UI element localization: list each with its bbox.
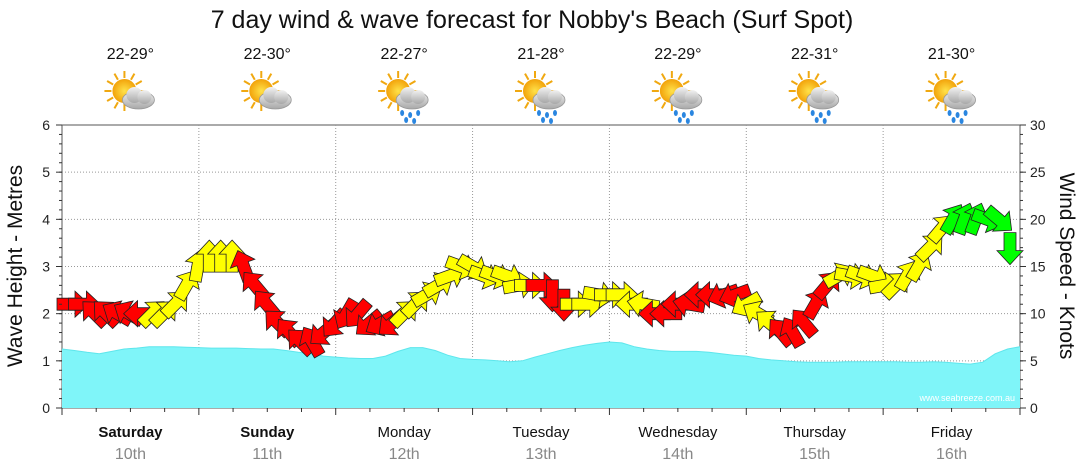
right-tick-label: 20 xyxy=(1030,211,1046,227)
left-tick-label: 1 xyxy=(42,353,50,369)
cloud-icon xyxy=(943,87,976,110)
day-date-label: 15th xyxy=(799,446,830,463)
day-name-label: Monday xyxy=(377,424,431,441)
chart-title: 7 day wind & wave forecast for Nobby's B… xyxy=(211,6,854,34)
temperature-label: 22-30° xyxy=(244,46,291,63)
weather-row: 22-29° 22-30° 22-27° 21-28° 22-29° 22-31° 21-3… xyxy=(104,46,976,124)
weather-icon xyxy=(925,71,976,124)
weather-icon xyxy=(788,71,840,124)
day-date-label: 12th xyxy=(389,446,420,463)
day-name-label: Wednesday xyxy=(638,424,717,441)
day-name-label: Friday xyxy=(931,424,973,441)
cloud-icon xyxy=(395,87,429,110)
wave-height-area xyxy=(62,342,1020,408)
left-tick-label: 4 xyxy=(42,211,50,227)
day-date-label: 10th xyxy=(115,446,146,463)
left-tick-label: 3 xyxy=(42,259,50,275)
left-tick-label: 2 xyxy=(42,306,50,322)
right-tick-label: 30 xyxy=(1030,117,1046,133)
temperature-label: 22-29° xyxy=(107,46,154,63)
day-date-label: 14th xyxy=(662,446,693,463)
temperature-label: 21-28° xyxy=(517,46,564,63)
left-tick-label: 6 xyxy=(42,117,50,133)
wind-arrow xyxy=(982,204,1013,232)
credit-text: www.seabreeze.com.au xyxy=(918,393,1015,403)
left-tick-label: 5 xyxy=(42,164,50,180)
rain-icon xyxy=(537,110,557,124)
cloud-icon xyxy=(532,87,566,110)
day-name-label: Tuesday xyxy=(513,424,570,441)
wave-height-line xyxy=(61,341,1021,365)
day-date-label: 11th xyxy=(252,446,282,463)
right-tick-label: 0 xyxy=(1030,400,1038,416)
cloud-icon xyxy=(258,87,292,110)
axes: 0 1 2 3 4 5 6 0 5 10 15 20 25 30 xyxy=(42,117,1046,416)
weather-icon xyxy=(104,71,155,111)
day-name-label: Saturday xyxy=(98,424,163,441)
day-date-label: 13th xyxy=(525,446,556,463)
temperature-label: 22-31° xyxy=(791,46,838,63)
temperature-label: 22-29° xyxy=(654,46,701,63)
rain-icon xyxy=(400,110,421,124)
wind-arrows xyxy=(56,202,1024,359)
temperature-label: 21-30° xyxy=(928,46,975,63)
rain-icon xyxy=(810,110,831,124)
left-tick-label: 0 xyxy=(42,400,50,416)
rain-icon xyxy=(947,110,968,124)
day-name-label: Thursday xyxy=(783,424,846,441)
cloud-icon xyxy=(122,87,155,110)
temperature-label: 22-27° xyxy=(380,46,427,63)
wind-arrow xyxy=(996,232,1024,266)
day-date-label: 16th xyxy=(936,446,967,463)
right-tick-label: 25 xyxy=(1030,164,1046,180)
right-tick-label: 10 xyxy=(1030,306,1046,322)
right-tick-label: 15 xyxy=(1030,259,1046,275)
weather-icon xyxy=(651,71,703,124)
day-name-label: Sunday xyxy=(240,424,295,441)
weather-icon xyxy=(515,71,566,124)
day-labels: Saturday 10th Sunday 11th Monday 12th Tuesday 1… xyxy=(98,424,973,463)
left-axis-title: Wave Height - Metres xyxy=(4,165,27,367)
weather-icon xyxy=(378,71,429,124)
cloud-icon xyxy=(806,87,840,110)
right-axis-title: Wind Speed - Knots xyxy=(1055,173,1078,360)
cloud-icon xyxy=(669,87,703,110)
right-tick-label: 5 xyxy=(1030,353,1038,369)
rain-icon xyxy=(673,110,694,124)
weather-icon xyxy=(241,71,292,111)
wind-arrow xyxy=(791,309,819,340)
